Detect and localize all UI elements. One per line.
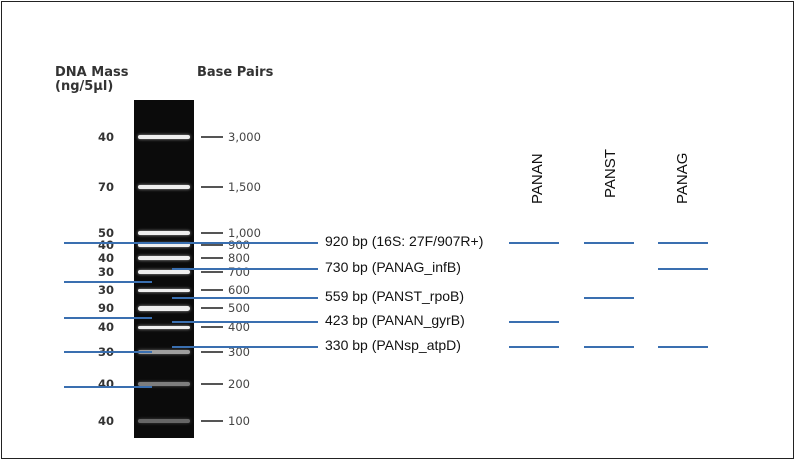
- ladder-bp-label: 1,500: [228, 180, 261, 194]
- ladder-bp-label: 3,000: [228, 130, 261, 144]
- ladder-band: [138, 270, 190, 274]
- ladder-mass-label: 40: [97, 414, 114, 428]
- ladder-bp-label: 900: [228, 238, 250, 252]
- ladder-mass-label: 40: [97, 320, 114, 334]
- product-label: 559 bp (PANST_rpoB): [325, 288, 465, 304]
- product-label: 730 bp (PANAG_infB): [325, 259, 461, 275]
- ladder-mass-label: 30: [97, 283, 114, 297]
- dna-mass-header-line2: (ng/5µl): [55, 79, 114, 94]
- ladder-band: [138, 243, 190, 247]
- sample-band: [584, 346, 634, 348]
- marker-line: [172, 297, 318, 299]
- ladder-mass-label: 90: [97, 301, 114, 315]
- ladder-band: [138, 305, 190, 311]
- ladder-tick: [201, 289, 223, 291]
- ladder-mass-label: 40: [97, 238, 114, 252]
- marker-line: [172, 346, 318, 348]
- lane-header-panan: PANAN: [529, 153, 546, 204]
- sample-band: [509, 321, 559, 323]
- product-label: 920 bp (16S: 27F/907R+): [325, 233, 484, 249]
- ladder-band: [138, 256, 190, 260]
- ladder-mass-label: 30: [97, 265, 114, 279]
- product-label: 423 bp (PANAN_gyrB): [325, 312, 465, 328]
- sample-band: [509, 346, 559, 348]
- ladder-tick: [201, 136, 223, 138]
- ladder-tick: [201, 420, 223, 422]
- lane-header-panag: PANAG: [674, 152, 691, 204]
- ladder-tick: [201, 383, 223, 385]
- sample-band: [658, 242, 708, 244]
- ladder-bp-label: 1,000: [228, 226, 261, 240]
- ladder-bp-label: 500: [228, 301, 250, 315]
- ladder-tick: [201, 232, 223, 234]
- ladder-mass-label: 40: [97, 377, 114, 391]
- ladder-bp-label: 200: [228, 377, 250, 391]
- ladder-band: [138, 350, 190, 354]
- ladder-tick: [201, 307, 223, 309]
- ladder-band: [138, 231, 190, 235]
- marker-line: [64, 351, 152, 353]
- ladder-bp-label: 100: [228, 414, 250, 428]
- dna-mass-header-line1: DNA Mass: [55, 65, 129, 80]
- ladder-band: [138, 419, 190, 423]
- ladder-bp-label: 400: [228, 320, 250, 334]
- ladder-tick: [201, 351, 223, 353]
- ladder-tick: [201, 257, 223, 259]
- ladder-band: [138, 382, 190, 386]
- base-pairs-header: Base Pairs: [197, 65, 274, 80]
- dna-mass-header: DNA Mass (ng/5µl): [55, 66, 128, 94]
- ladder-bp-label: 800: [228, 251, 250, 265]
- ladder-band: [138, 325, 190, 329]
- sample-band: [584, 242, 634, 244]
- sample-band: [509, 242, 559, 244]
- ladder-bp-label: 300: [228, 345, 250, 359]
- sample-band: [658, 346, 708, 348]
- ladder-tick: [201, 326, 223, 328]
- sample-band: [658, 268, 708, 270]
- marker-line: [172, 268, 318, 270]
- marker-line: [64, 281, 152, 283]
- lane-header-panst: PANST: [602, 149, 619, 198]
- ladder-mass-label: 40: [97, 130, 114, 144]
- ladder-tick: [201, 186, 223, 188]
- ladder-tick: [201, 244, 223, 246]
- ladder-mass-label: 50: [97, 226, 114, 240]
- marker-line: [64, 386, 152, 388]
- product-label: 330 bp (PANsp_atpD): [325, 337, 461, 353]
- ladder-band: [138, 288, 190, 292]
- marker-line: [64, 242, 318, 244]
- ladder-mass-label: 70: [97, 180, 114, 194]
- ladder-band: [138, 135, 190, 139]
- ladder-band: [138, 185, 190, 189]
- sample-band: [584, 297, 634, 299]
- marker-line: [172, 321, 318, 323]
- ladder-tick: [201, 271, 223, 273]
- ladder-mass-label: 40: [97, 251, 114, 265]
- marker-line: [64, 317, 152, 319]
- ladder-bp-label: 600: [228, 283, 250, 297]
